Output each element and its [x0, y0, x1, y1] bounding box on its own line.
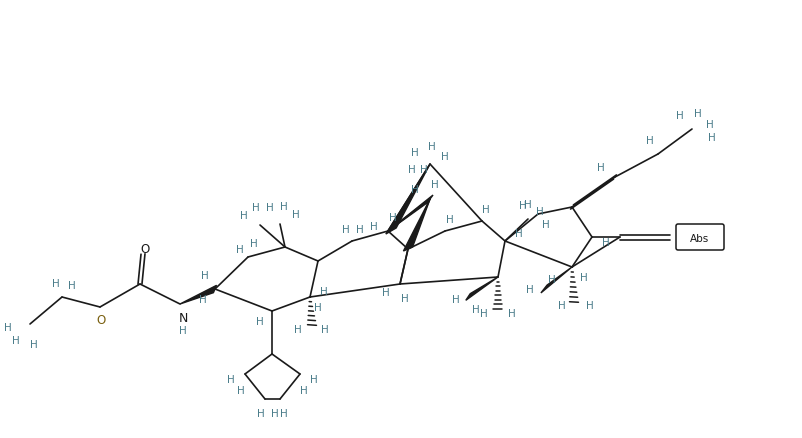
Text: H: H: [411, 184, 419, 194]
Text: O: O: [96, 314, 106, 327]
Text: H: H: [382, 287, 390, 297]
Text: H: H: [472, 304, 480, 314]
Text: H: H: [199, 294, 207, 304]
Text: H: H: [536, 207, 544, 216]
Text: H: H: [342, 225, 350, 234]
Text: H: H: [321, 324, 329, 334]
Text: H: H: [4, 322, 12, 332]
Text: H: H: [706, 120, 714, 130]
Text: H: H: [526, 284, 534, 294]
Text: H: H: [237, 385, 245, 395]
Text: H: H: [482, 205, 490, 215]
Text: H: H: [256, 316, 264, 326]
Text: H: H: [708, 133, 716, 143]
Polygon shape: [386, 165, 430, 234]
Text: H: H: [408, 165, 416, 175]
Text: H: H: [401, 293, 409, 303]
Text: H: H: [586, 300, 593, 310]
Text: H: H: [480, 308, 488, 318]
Text: O: O: [140, 243, 150, 256]
FancyBboxPatch shape: [676, 225, 724, 251]
Text: H: H: [227, 374, 235, 384]
Polygon shape: [388, 196, 433, 231]
Text: H: H: [68, 280, 76, 290]
Text: H: H: [452, 294, 460, 304]
Text: H: H: [179, 325, 187, 335]
Text: H: H: [356, 225, 364, 234]
Text: H: H: [597, 162, 605, 173]
Text: H: H: [271, 408, 279, 418]
Text: H: H: [676, 111, 684, 121]
Text: H: H: [558, 300, 566, 310]
Text: H: H: [411, 148, 419, 158]
Text: H: H: [542, 219, 550, 230]
Text: H: H: [646, 136, 654, 146]
Text: H: H: [519, 201, 527, 211]
Text: Abs: Abs: [691, 233, 710, 244]
Text: H: H: [240, 211, 248, 220]
Text: H: H: [431, 180, 439, 190]
Text: H: H: [515, 229, 523, 238]
Polygon shape: [180, 286, 217, 304]
Polygon shape: [403, 200, 430, 251]
Text: H: H: [525, 200, 532, 209]
Text: N: N: [178, 312, 188, 325]
Text: H: H: [602, 237, 610, 247]
Text: H: H: [252, 202, 260, 212]
Polygon shape: [466, 277, 498, 300]
Text: H: H: [441, 152, 449, 162]
Text: H: H: [30, 339, 38, 349]
Text: H: H: [320, 286, 328, 297]
Text: H: H: [292, 209, 300, 219]
Text: H: H: [428, 141, 435, 152]
Text: H: H: [280, 408, 288, 418]
Text: H: H: [580, 272, 588, 283]
Text: H: H: [314, 302, 322, 312]
Text: H: H: [201, 270, 209, 280]
Polygon shape: [541, 267, 572, 293]
Text: H: H: [280, 201, 288, 212]
Text: H: H: [548, 274, 556, 284]
Text: H: H: [257, 408, 265, 418]
Text: H: H: [310, 374, 318, 384]
Text: H: H: [236, 244, 244, 254]
Text: H: H: [12, 335, 20, 345]
Text: H: H: [508, 308, 516, 318]
Text: H: H: [266, 202, 273, 212]
Text: H: H: [294, 324, 302, 334]
Text: H: H: [250, 238, 258, 248]
Text: H: H: [420, 165, 428, 175]
Text: H: H: [300, 385, 308, 395]
Text: H: H: [371, 222, 378, 231]
Text: H: H: [52, 279, 60, 288]
Text: H: H: [446, 215, 454, 225]
Text: H: H: [389, 212, 397, 223]
Text: H: H: [694, 109, 702, 119]
